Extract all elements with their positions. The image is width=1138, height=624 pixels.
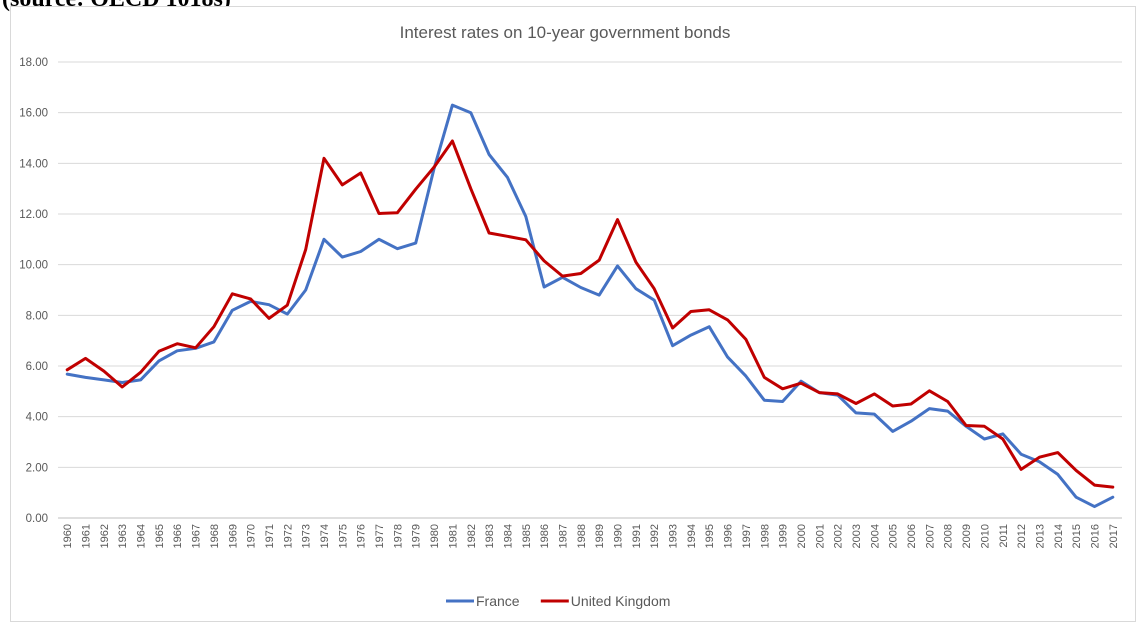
x-tick-label: 1967 — [191, 524, 203, 548]
x-tick-label: 2016 — [1089, 524, 1101, 548]
x-tick-label: 1994 — [686, 524, 698, 548]
legend-label: France — [476, 593, 520, 609]
x-tick-label: 1985 — [521, 524, 533, 548]
x-tick-label: 1965 — [154, 524, 166, 548]
x-tick-label: 1997 — [741, 524, 753, 548]
x-tick-label: 2004 — [869, 524, 881, 548]
chart-title: Interest rates on 10-year government bon… — [400, 23, 731, 42]
x-tick-label: 1993 — [668, 524, 680, 548]
x-tick-label: 1990 — [613, 524, 625, 548]
y-axis-ticks: 0.00 2.00 4.00 6.00 8.00 10.00 12.00 14.00 16.00… — [19, 57, 48, 525]
x-tick-label: 1991 — [631, 524, 643, 548]
x-tick-label: 1966 — [172, 524, 184, 548]
x-tick-label: 1987 — [557, 524, 569, 548]
x-tick-label: 2002 — [833, 524, 845, 548]
x-tick-label: 1975 — [337, 524, 349, 548]
x-tick-label: 1983 — [484, 524, 496, 548]
x-tick-label: 2010 — [979, 524, 991, 548]
x-tick-label: 2006 — [906, 524, 918, 548]
x-tick-label: 2000 — [796, 524, 808, 548]
x-tick-label: 1973 — [301, 524, 313, 548]
x-tick-label: 1972 — [282, 524, 294, 548]
x-tick-label: 2001 — [814, 524, 826, 548]
y-tick-label: 12.00 — [19, 209, 48, 221]
series-lines — [65, 103, 1115, 509]
x-tick-label: 1960 — [62, 524, 74, 548]
x-tick-label: 1988 — [576, 524, 588, 548]
x-tick-label: 1970 — [246, 524, 258, 548]
x-tick-label: 2007 — [924, 524, 936, 548]
series-line-united-kingdom — [65, 139, 1115, 489]
x-tick-label: 1979 — [411, 524, 423, 548]
x-tick-label: 1989 — [594, 524, 606, 548]
x-tick-label: 1962 — [99, 524, 111, 548]
x-tick-label: 2003 — [851, 524, 863, 548]
y-tick-label: 18.00 — [19, 57, 48, 69]
x-tick-label: 2005 — [888, 524, 900, 548]
x-tick-label: 1977 — [374, 524, 386, 548]
x-tick-label: 1999 — [778, 524, 790, 548]
x-tick-label: 1974 — [319, 524, 331, 548]
y-tick-label: 16.00 — [19, 108, 48, 120]
x-tick-label: 2008 — [943, 524, 955, 548]
x-tick-label: 1968 — [209, 524, 221, 548]
x-tick-label: 1969 — [227, 524, 239, 548]
x-tick-label: 2014 — [1053, 524, 1065, 548]
x-tick-label: 1976 — [356, 524, 368, 548]
y-tick-label: 6.00 — [26, 361, 48, 373]
y-tick-label: 10.00 — [19, 260, 48, 272]
x-tick-label: 2012 — [1016, 524, 1028, 548]
legend: France United Kingdom — [446, 593, 670, 609]
x-tick-label: 2011 — [998, 524, 1010, 548]
x-tick-label: 1963 — [117, 524, 129, 548]
x-tick-label: 1981 — [447, 524, 459, 548]
x-tick-label: 1971 — [264, 524, 276, 548]
y-tick-label: 8.00 — [26, 310, 48, 322]
x-axis-ticks: 1960 1961 1962 1963 1964 1965 1966 1967 1968 1969… — [62, 524, 1120, 548]
x-tick-label: 1980 — [429, 524, 441, 548]
y-tick-label: 14.00 — [19, 158, 48, 170]
x-tick-label: 2013 — [1034, 524, 1046, 548]
x-tick-label: 2015 — [1071, 524, 1083, 548]
gridlines — [58, 61, 1122, 519]
x-tick-label: 1961 — [81, 524, 93, 548]
x-tick-label: 1998 — [759, 524, 771, 548]
series-line-france — [65, 103, 1115, 509]
x-tick-label: 1984 — [502, 524, 514, 548]
x-tick-label: 1964 — [136, 524, 148, 548]
x-tick-label: 1982 — [466, 524, 478, 548]
x-tick-label: 1995 — [704, 524, 716, 548]
x-tick-label: 1978 — [392, 524, 404, 548]
y-tick-label: 4.00 — [26, 412, 48, 424]
y-tick-label: 0.00 — [26, 513, 48, 525]
y-tick-label: 2.00 — [26, 462, 48, 474]
x-tick-label: 2009 — [961, 524, 973, 548]
chart-area — [10, 6, 1136, 622]
x-tick-label: 1986 — [539, 524, 551, 548]
x-tick-label: 1996 — [723, 524, 735, 548]
x-tick-label: 1992 — [649, 524, 661, 548]
legend-label: United Kingdom — [571, 593, 671, 609]
x-tick-label: 2017 — [1108, 524, 1120, 548]
